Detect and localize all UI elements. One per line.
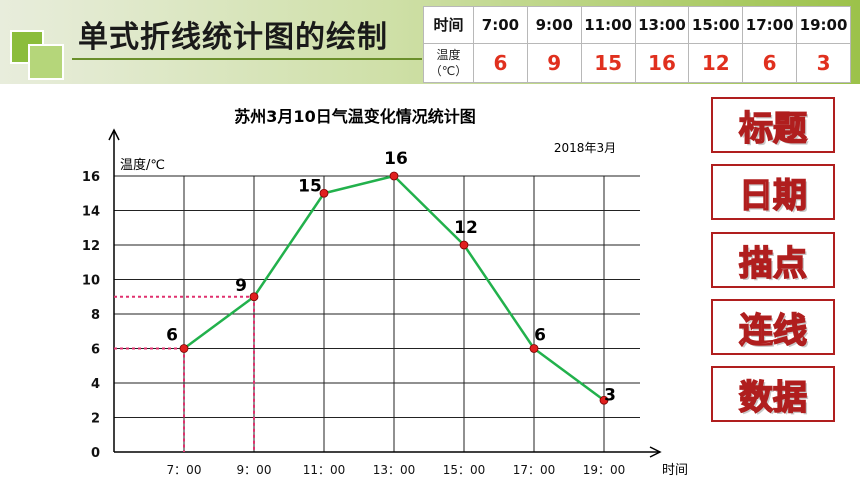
table-cell-temperature: 9 [526, 43, 582, 83]
x-tick-label: 17：00 [513, 463, 556, 477]
y-tick-label: 6 [91, 343, 100, 358]
data-label: 15 [298, 176, 322, 196]
data-label: 3 [604, 385, 616, 405]
table-row-time: 时间 7:00 9:00 11:00 13:00 15:00 17:00 19:… [423, 6, 851, 44]
table-cell-temperature: 16 [634, 43, 690, 83]
data-point [249, 292, 259, 302]
data-point [599, 395, 609, 405]
table-cell-time: 9:00 [526, 6, 582, 44]
data-label: 6 [534, 326, 546, 346]
step-button-date[interactable]: 日期 [711, 164, 835, 220]
decorative-squares-icon [6, 30, 66, 82]
temp-header-line1: 温度 [436, 48, 461, 62]
data-point [319, 188, 329, 198]
y-tick-label: 10 [82, 274, 100, 289]
table-cell-time: 7:00 [473, 6, 528, 44]
x-axis-arrow-icon [649, 446, 662, 458]
data-label: 9 [235, 276, 247, 296]
data-point [529, 344, 539, 353]
table-cell-time: 17:00 [742, 6, 798, 44]
y-axis-arrow-icon [108, 128, 120, 141]
table-cell-time: 19:00 [796, 6, 851, 44]
table-cell-temperature: 15 [580, 43, 636, 83]
x-tick-label: 9：00 [237, 463, 272, 477]
table-cell-temperature: 6 [473, 43, 528, 83]
slide-title: 单式折线统计图的绘制 [78, 20, 388, 55]
deco-square-front [28, 44, 64, 80]
table-cell-time: 15:00 [688, 6, 744, 44]
temp-header-line2: （℃） [429, 64, 468, 78]
data-point [389, 171, 399, 181]
y-tick-label: 0 [91, 446, 100, 461]
y-axis-label: 温度/℃ [120, 157, 165, 173]
x-tick-label: 7：00 [167, 463, 202, 477]
temperature-line-chart: 0 2 4 6 8 10 12 14 16 7：00 9：00 11：00 13：00 15：00 17：0… [82, 107, 688, 478]
table-cell-temperature: 12 [688, 43, 744, 83]
table-header-temperature: 温度 （℃） [423, 43, 474, 83]
table-cell-time: 11:00 [580, 6, 636, 44]
x-tick-label: 19：00 [583, 463, 626, 477]
table-cell-temperature: 6 [742, 43, 798, 83]
step-button-title[interactable]: 标题 [711, 97, 835, 153]
y-tick-label: 14 [82, 205, 100, 220]
table-cell-temperature: 3 [796, 43, 851, 83]
table-header-time: 时间 [423, 6, 474, 44]
y-tick-label: 12 [82, 239, 100, 254]
x-tick-label: 13：00 [373, 463, 416, 477]
data-label: 16 [384, 149, 408, 169]
data-label: 12 [454, 218, 478, 238]
x-axis-label: 时间 [662, 463, 688, 478]
y-tick-label: 2 [91, 412, 100, 427]
chart-subtitle: 2018年3月 [554, 141, 616, 155]
temperature-data-table: 时间 7:00 9:00 11:00 13:00 15:00 17:00 19:… [423, 6, 851, 83]
data-label: 6 [166, 326, 178, 346]
step-button-connect-lines[interactable]: 连线 [711, 299, 835, 355]
data-point [179, 344, 189, 353]
title-underline [72, 58, 422, 60]
y-tick-label: 8 [91, 308, 100, 323]
chart-title: 苏州3月10日气温变化情况统计图 [234, 107, 475, 126]
step-button-plot-points[interactable]: 描点 [711, 232, 835, 288]
data-point [459, 240, 469, 250]
y-tick-label: 16 [82, 170, 100, 185]
x-tick-label: 15：00 [443, 463, 486, 477]
table-cell-time: 13:00 [634, 6, 690, 44]
x-tick-label: 11：00 [303, 463, 346, 477]
step-button-data[interactable]: 数据 [711, 366, 835, 422]
y-tick-label: 4 [91, 377, 100, 392]
table-row-temperature: 温度 （℃） 6 9 15 16 12 6 3 [423, 43, 851, 83]
